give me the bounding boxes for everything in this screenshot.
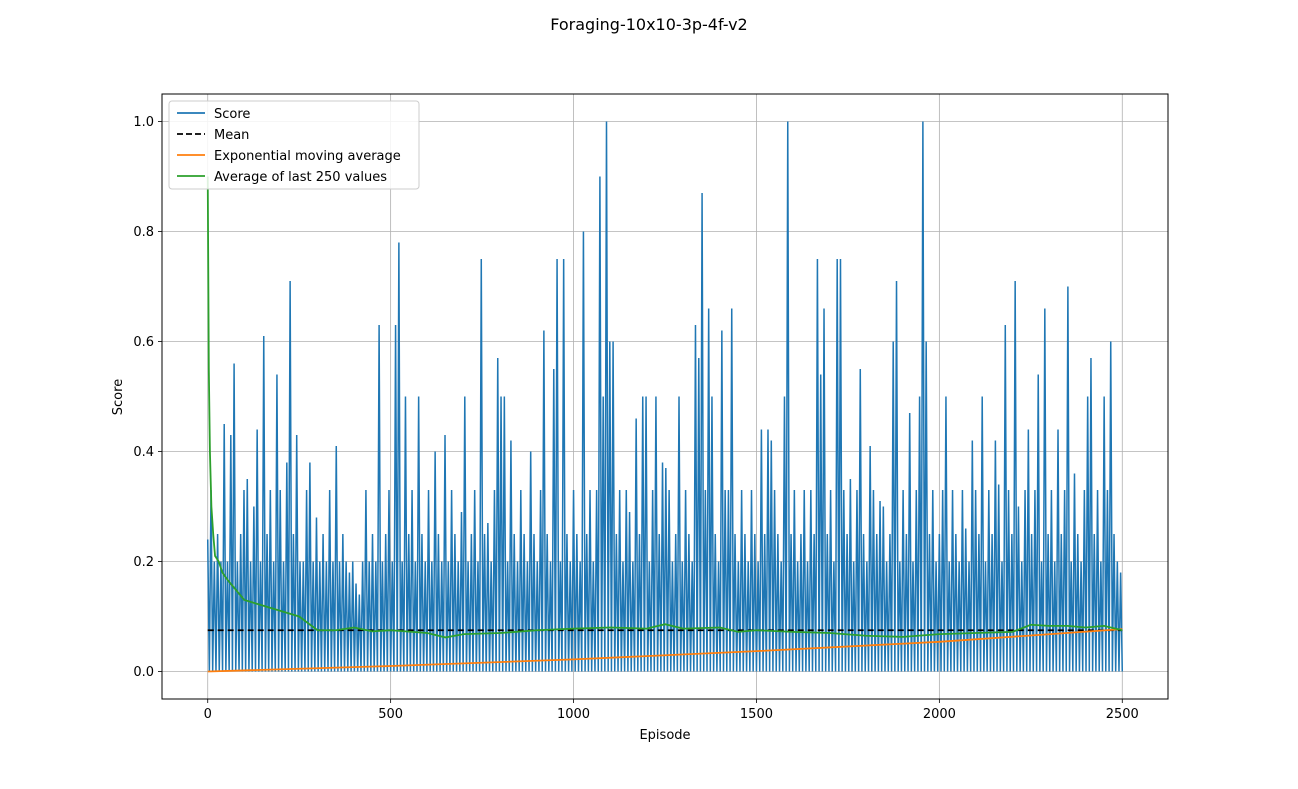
y-tick-label: 0.2 (133, 555, 154, 570)
y-tick-label: 0.8 (133, 225, 154, 240)
legend: Score Mean Exponential moving average Avera… (168, 100, 420, 190)
x-tick-label: 2500 (1106, 707, 1139, 722)
y-tick-label: 0.4 (133, 445, 154, 460)
series-ema-line (207, 628, 1123, 673)
y-tick-label: 0.6 (133, 335, 154, 350)
axis-ticks: 0 500 1000 1500 2000 2500 0.0 0.2 0.4 0.6 0.8 1.0 (133, 115, 1139, 722)
legend-label: Exponential moving average (214, 149, 401, 164)
series-avg250-line (206, 176, 1123, 639)
y-tick-label: 0.0 (133, 665, 154, 680)
x-tick-label: 1500 (740, 707, 773, 722)
legend-label: Score (214, 107, 250, 122)
x-tick-label: 500 (378, 707, 403, 722)
y-axis-label: Score (111, 379, 126, 415)
legend-label: Average of last 250 values (214, 170, 387, 185)
x-axis-label: Episode (639, 728, 690, 743)
series-score-line (206, 121, 1124, 672)
legend-box (168, 100, 420, 190)
x-tick-label: 0 (204, 707, 212, 722)
legend-label: Mean (214, 128, 249, 143)
data-series (206, 121, 1124, 673)
figure-title: Foraging-10x10-3p-4f-v2 (550, 15, 747, 34)
axes-frame (161, 93, 1169, 700)
x-tick-label: 1000 (557, 707, 590, 722)
y-tick-label: 1.0 (133, 115, 154, 130)
x-tick-label: 2000 (923, 707, 956, 722)
